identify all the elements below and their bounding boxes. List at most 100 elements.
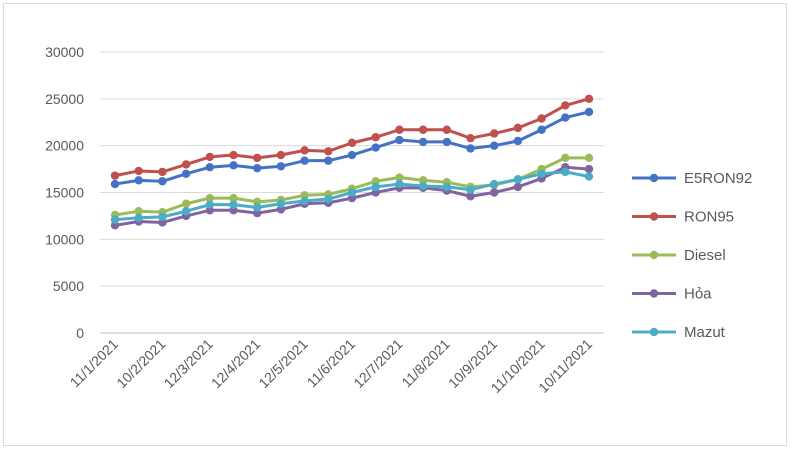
data-point [134, 176, 143, 185]
legend-label: Hỏa [684, 286, 712, 303]
data-point [537, 125, 546, 134]
data-point [490, 188, 499, 197]
data-point [537, 114, 546, 123]
data-point [324, 147, 333, 156]
data-point [205, 163, 214, 172]
legend-marker [649, 173, 659, 183]
data-point [134, 213, 143, 222]
data-point [158, 177, 167, 186]
y-tick-label: 30000 [45, 44, 84, 60]
x-tick-label: 12/3/2021 [161, 336, 217, 392]
data-point [276, 162, 286, 171]
data-point [110, 215, 120, 224]
data-point [300, 196, 309, 206]
data-point [253, 163, 262, 173]
data-point [395, 135, 404, 145]
legend-marker [649, 289, 659, 298]
y-tick-label: 10000 [45, 231, 84, 247]
data-point [276, 199, 286, 208]
legend-marker [649, 250, 659, 260]
legend-item: Hỏa [632, 286, 712, 303]
data-point [371, 133, 380, 142]
data-point [276, 150, 286, 160]
data-point [229, 200, 238, 209]
series-ron95 [110, 94, 594, 180]
data-point [584, 94, 594, 104]
y-tick-label: 5000 [53, 278, 84, 294]
data-point [229, 193, 238, 203]
data-point [395, 173, 404, 182]
legend-item: E5RON92 [632, 170, 752, 187]
data-point [205, 200, 214, 209]
data-point [134, 207, 143, 216]
data-point [347, 150, 357, 160]
data-point [513, 182, 523, 192]
data-point [561, 153, 570, 163]
data-point [442, 182, 451, 192]
data-point [490, 129, 499, 138]
data-point [395, 125, 404, 134]
legend-item: Diesel [632, 247, 726, 264]
x-tick-label: 11/1/2021 [66, 336, 121, 391]
data-point [466, 192, 475, 201]
data-point [300, 146, 309, 155]
x-tick-label: 11/6/2021 [303, 336, 358, 391]
data-point [253, 153, 262, 163]
data-point [347, 188, 357, 197]
y-tick-label: 25000 [45, 91, 84, 107]
legend-item: RON95 [632, 209, 734, 226]
chart-frame: 0 5000 10000 15000 20000 25000 30000 11/1/2021… [3, 3, 787, 446]
data-point [513, 136, 523, 146]
data-point [442, 137, 451, 147]
data-point [584, 172, 594, 181]
data-point [490, 179, 499, 189]
line-chart: 0 5000 10000 15000 20000 25000 30000 11/1/2021… [45, 44, 752, 396]
y-tick-label: 0 [76, 325, 84, 341]
data-point [513, 123, 523, 133]
data-point [181, 207, 191, 216]
data-point [371, 182, 380, 192]
data-point [442, 125, 451, 134]
data-point [205, 152, 214, 162]
data-point [300, 156, 309, 165]
data-point [561, 101, 570, 110]
data-point [158, 167, 167, 177]
x-tick-label: 11/8/2021 [398, 336, 453, 391]
data-point [584, 164, 594, 174]
data-point [418, 181, 428, 191]
legend-label: RON95 [684, 209, 734, 226]
data-point [181, 160, 191, 169]
series-mazut [110, 167, 594, 224]
data-point [561, 113, 570, 122]
y-tick-label: 20000 [45, 138, 84, 154]
data-point [466, 185, 475, 194]
legend-label: Diesel [684, 247, 726, 264]
data-point [466, 133, 475, 143]
x-tick-label: 12/7/2021 [350, 336, 406, 392]
data-point [584, 153, 594, 163]
data-point [418, 137, 428, 147]
data-point [181, 199, 191, 208]
data-point [513, 175, 523, 184]
data-point [110, 171, 120, 180]
legend-label: Mazut [684, 324, 726, 341]
legend-marker [649, 327, 659, 337]
data-point [418, 125, 428, 134]
data-point [229, 150, 238, 160]
x-tick-label: 10/2/2021 [113, 336, 169, 392]
data-point [395, 179, 404, 189]
data-point [490, 141, 499, 150]
data-point [324, 156, 333, 165]
data-point [205, 193, 214, 203]
data-point [134, 166, 143, 176]
data-point [253, 203, 262, 212]
x-tick-label: 12/4/2021 [208, 336, 264, 392]
data-point [561, 167, 570, 177]
data-point [110, 179, 120, 189]
data-point [347, 138, 357, 148]
data-point [229, 161, 238, 170]
legend-marker [649, 212, 659, 221]
legend-item: Mazut [632, 324, 726, 341]
data-point [466, 144, 475, 153]
series-e5ron92 [110, 107, 594, 189]
